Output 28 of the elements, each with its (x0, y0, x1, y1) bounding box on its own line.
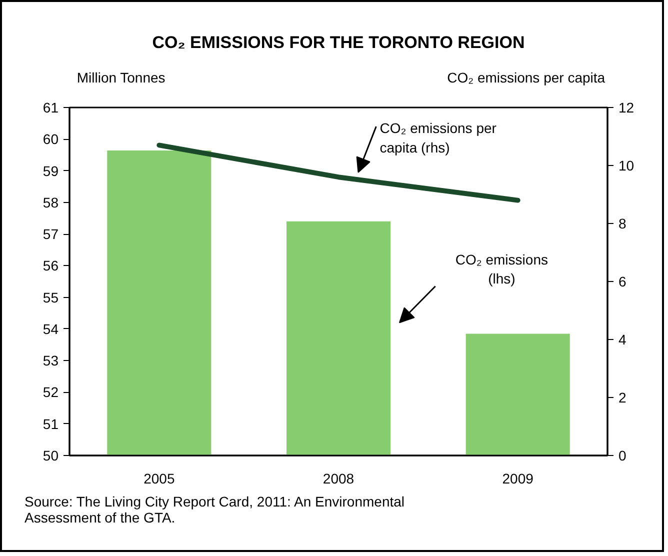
annotation: CO₂ emissions per capita (rhs) (380, 120, 497, 156)
y-tick-label: 52 (42, 384, 59, 400)
x-tick-label: 2009 (502, 470, 534, 486)
y-tick-label: 50 (42, 448, 59, 464)
y2-axis-title: CO₂ emissions per capita (447, 70, 606, 86)
y2-tick-label: 2 (618, 390, 626, 406)
source-note: Source: The Living City Report Card, 2011: An Environmental Assessment of the GTA. (24, 494, 405, 526)
y-tick-label: 59 (42, 162, 59, 179)
y-tick-label: 57 (42, 226, 59, 242)
y2-tick-label: 8 (618, 216, 626, 232)
y-tick-label: 56 (42, 258, 59, 274)
y2-tick-label: 4 (618, 332, 626, 348)
y2-tick-label: 10 (618, 158, 634, 174)
y2-tick-label: 0 (618, 448, 626, 464)
y2-tick-label: 12 (618, 100, 634, 116)
y-tick-label: 58 (42, 194, 59, 210)
chart-title: CO₂ EMISSIONS FOR THE TORONTO REGION (152, 33, 525, 52)
annotation: CO₂ emissions (lhs) (455, 251, 548, 287)
x-tick-label: 2008 (322, 470, 354, 486)
y-axis-title: Million Tonnes (76, 70, 166, 86)
y-tick-label: 55 (42, 289, 59, 306)
y-tick-label: 51 (42, 416, 59, 432)
x-tick-label: 2005 (144, 470, 175, 486)
y-tick-label: 60 (42, 131, 59, 148)
y-tick-label: 53 (42, 352, 59, 369)
y-tick-label: 54 (42, 320, 59, 337)
y2-tick-label: 6 (618, 274, 626, 290)
y-tick-label: 61 (42, 100, 59, 116)
